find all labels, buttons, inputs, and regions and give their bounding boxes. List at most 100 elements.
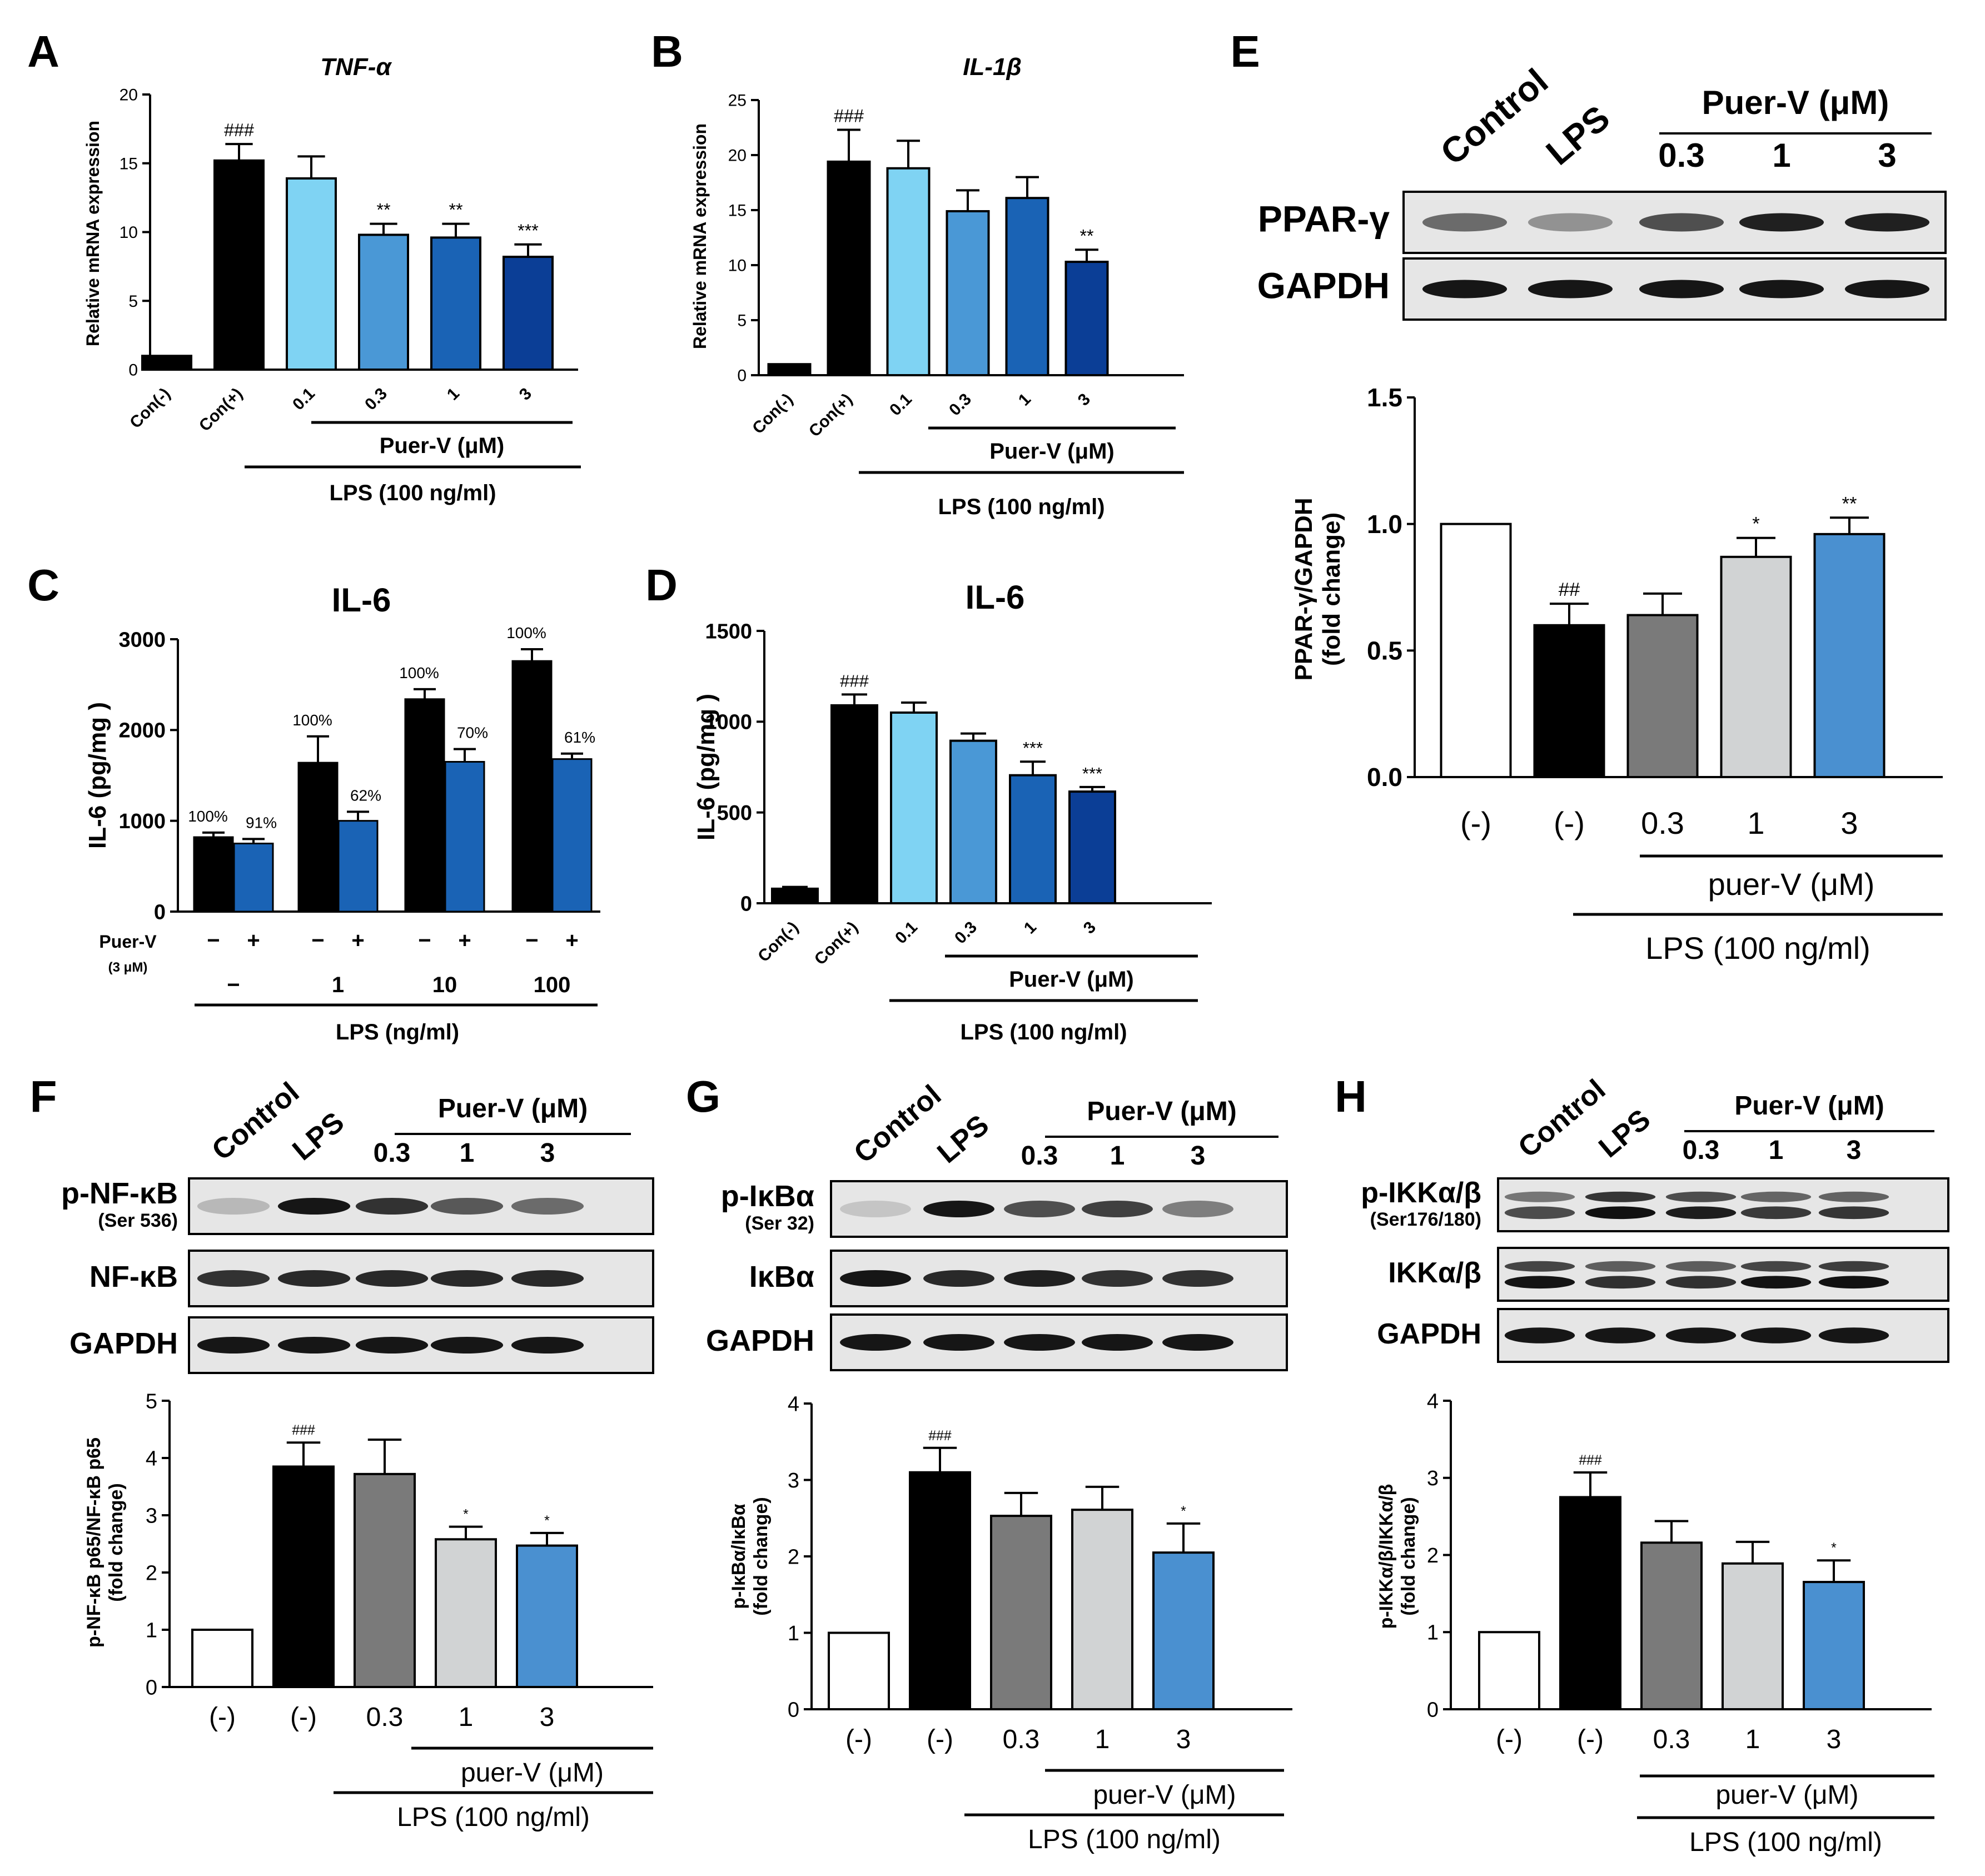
blot-band (1740, 1327, 1812, 1343)
significance-label: *** (1082, 764, 1102, 783)
blot-band (511, 1270, 584, 1287)
blot-band (1818, 1327, 1889, 1343)
group-label-lps: LPS (100 ng/ml) (1689, 1828, 1882, 1857)
blot-band (355, 1198, 429, 1215)
blot-band (1740, 1191, 1812, 1202)
bars-C: 100%−91%+−100%−62%+1100%−70%+10100%−61%+… (99, 624, 598, 1044)
blot-band (511, 1337, 584, 1353)
bar (1068, 790, 1116, 904)
y-tick-label: 0.0 (1367, 763, 1402, 792)
y-tick-label: 15 (120, 155, 138, 173)
percent-label: 100% (506, 624, 546, 641)
blot-band (1162, 1334, 1233, 1351)
group-label-lps: LPS (100 ng/ml) (397, 1803, 590, 1832)
x-tick-label: 1 (1747, 805, 1764, 840)
blot-band (1162, 1201, 1233, 1217)
blot-band (840, 1270, 911, 1287)
y-tick-label: 10 (120, 223, 138, 242)
y-tick-label: 0 (737, 367, 747, 385)
x-tick-label: Con(-) (749, 390, 797, 438)
bar (990, 1515, 1052, 1710)
bar (890, 711, 938, 904)
group-label-treatment: Puer-V (μM) (989, 439, 1114, 464)
blot-band (840, 1201, 911, 1217)
significance-label: ## (1559, 579, 1580, 600)
y-tick-label: 1000 (118, 810, 166, 833)
bar (141, 355, 192, 371)
blot-band (1665, 1191, 1737, 1202)
x-tick-label: 1 (1745, 1725, 1760, 1754)
percent-label: 62% (350, 787, 381, 804)
x-tick-label: 3 (1827, 1725, 1842, 1754)
blot-band (277, 1270, 351, 1287)
x-tick-label: Con(-) (754, 918, 802, 966)
bar (511, 660, 553, 913)
blot-band (1528, 280, 1613, 298)
y-axis-label: p-IκBα/IκBα (728, 1504, 749, 1609)
y-axis-label: (fold change) (106, 1483, 127, 1601)
y-axis-label: p-NF-κB p65/NF-κB p65 (83, 1437, 105, 1648)
blot-row-label: p-NF-κB (61, 1177, 178, 1210)
y-tick-label: 20 (120, 86, 138, 105)
blot-band (1740, 1276, 1812, 1289)
blot-band (197, 1270, 270, 1287)
group-label-lps: LPS (100 ng/ml) (960, 1020, 1127, 1044)
y-axis-label: Relative mRNA expression (690, 123, 710, 349)
y-tick-label: 4 (788, 1392, 799, 1416)
blot-row-sublabel: (Ser176/180) (1370, 1209, 1481, 1230)
x-tick-label: 0.3 (1641, 805, 1684, 840)
x-tick-label: (-) (1496, 1725, 1523, 1754)
blot-row-label: GAPDH (69, 1327, 178, 1360)
blot-band (1818, 1191, 1889, 1202)
percent-label: 100% (399, 664, 439, 681)
group-label-treatment: puer-V (μM) (1708, 867, 1875, 902)
blot-band (923, 1334, 994, 1351)
blot-group-label: Puer-V (μM) (438, 1094, 588, 1123)
bar (1005, 197, 1049, 376)
blot-row-label: GAPDH (706, 1324, 814, 1357)
significance-label: *** (518, 221, 539, 241)
bar (1071, 1509, 1133, 1710)
x-tick-label: 0.3 (361, 385, 391, 414)
blot-row-label: NF-κB (89, 1260, 178, 1293)
chart-title: TNF-α (320, 53, 392, 81)
panel-letter-g: G (686, 1072, 720, 1121)
significance-label: *** (1023, 738, 1043, 758)
y-tick-label: 5 (737, 312, 747, 330)
bars-B: Con(-) ### Con(+) 0.1 0.3 1 ** 3 Puer-V (μM) LPS … (749, 106, 1184, 519)
x-tick-label: 1 (1021, 918, 1040, 938)
group-label-treatment: Puer-V (μM) (1009, 967, 1133, 992)
bar (1533, 624, 1605, 779)
blot-row-sublabel: (Ser 32) (745, 1213, 814, 1234)
bars-H: (-) ### (-) 0.3 1 * 3 puer-V (μM) LPS (100 ng/ml… (1478, 1453, 1934, 1857)
x-tick-label: 0.1 (892, 918, 921, 948)
lane-label: 0.3 (1683, 1136, 1720, 1165)
blot-band (1585, 1327, 1656, 1343)
significance-label: * (1752, 514, 1760, 535)
blot-band (923, 1270, 994, 1287)
puer-v-row-sublabel: (3 μM) (108, 960, 148, 975)
puer-v-sign: − (418, 928, 431, 953)
bar (771, 887, 819, 905)
x-tick-label: 100 (534, 973, 571, 997)
blot-row-label: p-IKKα/β (1361, 1177, 1481, 1209)
bars-G: (-) ### (-) 0.3 1 * 3 puer-V (μM) LPS (100 ng/ml… (828, 1429, 1284, 1854)
x-tick-label: 1 (459, 1703, 474, 1732)
blot-band (1665, 1276, 1737, 1289)
puer-v-sign: + (351, 928, 364, 953)
x-tick-label: Con(-) (126, 385, 174, 432)
x-tick-label: 3 (1080, 918, 1100, 938)
significance-label: ### (292, 1423, 315, 1438)
bar (830, 704, 878, 905)
panel-letter-d: D (645, 560, 678, 610)
blot-band (1504, 1327, 1575, 1343)
x-tick-label: 0.3 (946, 390, 975, 420)
significance-label: * (544, 1514, 550, 1529)
group-label-lps: LPS (100 ng/ml) (1645, 930, 1870, 966)
y-tick-label: 1.0 (1367, 510, 1402, 539)
bar (286, 177, 337, 371)
bars-F: (-) ### (-) 0.3 * 1 * 3 puer-V (μM) LPS (100 ng/m… (191, 1423, 653, 1832)
bar (1478, 1631, 1540, 1710)
lane-label: Control (206, 1076, 305, 1167)
chart-title: IL-1β (963, 53, 1022, 81)
